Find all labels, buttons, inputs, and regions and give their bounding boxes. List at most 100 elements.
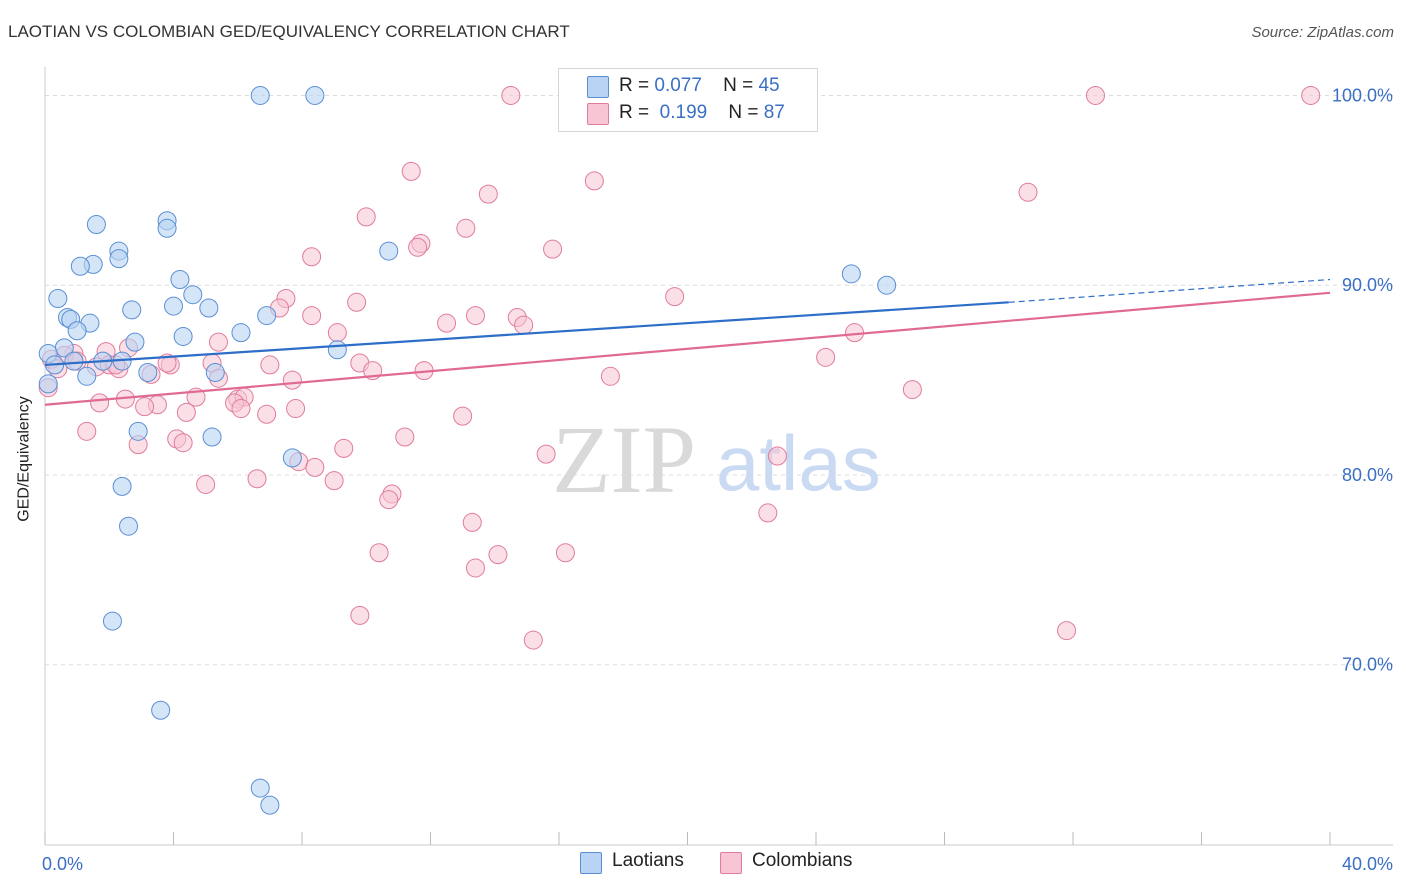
legend-r-label: R = xyxy=(619,75,650,96)
colombian-point xyxy=(543,239,563,259)
y-tick-label: 70.0% xyxy=(1342,655,1393,675)
colombians-points xyxy=(38,85,1321,650)
colombian-point xyxy=(334,438,354,458)
colombian-point xyxy=(1018,182,1038,202)
colombians-legend-label: Colombians xyxy=(752,850,853,871)
colombian-point xyxy=(584,171,604,191)
correlation-legend: R = 0.077 N = 45 R = 0.199 N = 87 xyxy=(558,68,818,132)
legend-n-value: 45 xyxy=(758,75,780,96)
legend-r-value: 0.199 xyxy=(659,102,708,123)
laotian-point xyxy=(202,427,222,447)
laotian-point xyxy=(379,241,399,261)
colombian-point xyxy=(456,218,476,238)
colombian-point xyxy=(536,444,556,464)
laotians-swatch xyxy=(587,76,609,98)
legend-r-label: R = xyxy=(619,102,650,123)
colombian-point xyxy=(665,287,685,307)
colombian-point xyxy=(90,393,110,413)
laotian-point xyxy=(38,374,58,394)
laotian-point xyxy=(125,332,145,352)
colombian-point xyxy=(356,207,376,227)
laotians-trend-line xyxy=(44,301,1009,367)
laotian-point xyxy=(199,298,219,318)
laotian-point xyxy=(305,85,325,105)
colombian-point xyxy=(401,161,421,181)
y-tick-label: 100.0% xyxy=(1332,85,1393,105)
colombian-point xyxy=(501,85,521,105)
colombian-point xyxy=(1085,85,1105,105)
colombian-point xyxy=(514,315,534,335)
colombian-point xyxy=(231,399,251,419)
colombian-point xyxy=(437,313,457,333)
colombian-point xyxy=(208,332,228,352)
x-tick-labels: 0.0% 40.0% xyxy=(42,854,1393,874)
laotian-point xyxy=(164,296,183,316)
colombian-point xyxy=(1057,621,1077,641)
trend-lines xyxy=(44,278,1331,406)
laotian-point xyxy=(48,289,68,309)
laotian-point xyxy=(128,421,148,441)
laotian-point xyxy=(250,778,270,798)
legend-n-label: N = xyxy=(723,75,754,96)
colombian-point xyxy=(1301,85,1321,105)
colombian-point xyxy=(196,474,216,494)
colombian-point xyxy=(176,402,196,422)
colombian-point xyxy=(453,406,473,426)
colombian-point xyxy=(816,347,836,367)
colombian-point xyxy=(488,545,508,565)
colombian-point xyxy=(379,490,399,510)
colombian-point xyxy=(350,605,370,625)
laotian-point xyxy=(64,351,84,371)
legend-n-value: 87 xyxy=(763,102,785,123)
colombian-point xyxy=(767,446,787,466)
laotian-point xyxy=(205,363,225,383)
laotian-point xyxy=(841,264,861,284)
laotian-point xyxy=(173,326,193,346)
colombian-point xyxy=(523,630,543,650)
laotian-point xyxy=(250,85,270,105)
laotian-point xyxy=(231,323,251,343)
laotian-point xyxy=(86,214,106,234)
laotian-point xyxy=(877,275,897,295)
colombian-point xyxy=(77,421,97,441)
colombian-point xyxy=(173,433,193,453)
colombian-point xyxy=(600,366,620,386)
colombian-point xyxy=(157,353,177,373)
laotian-point xyxy=(157,218,177,238)
colombian-point xyxy=(408,237,428,257)
colombian-point xyxy=(302,306,322,326)
laotian-point xyxy=(77,366,97,386)
laotian-point xyxy=(112,476,132,496)
colombians-swatch xyxy=(587,103,609,125)
colombian-point xyxy=(478,184,498,204)
colombian-point xyxy=(257,404,277,424)
laotian-point xyxy=(260,795,280,815)
legend-n-label: N = xyxy=(728,102,759,123)
laotian-point xyxy=(327,340,347,360)
laotian-point xyxy=(282,448,302,468)
laotian-point xyxy=(183,285,203,305)
laotians-legend-label: Laotians xyxy=(612,850,684,871)
laotian-point xyxy=(70,256,90,276)
x-tick-label: 40.0% xyxy=(1342,854,1393,874)
laotian-point xyxy=(122,300,142,320)
laotians-swatch xyxy=(580,852,602,874)
laotian-point xyxy=(109,249,129,269)
colombian-point xyxy=(347,292,367,312)
y-tick-label: 90.0% xyxy=(1342,275,1393,295)
colombian-point xyxy=(327,323,347,343)
watermark-zip: ZIP xyxy=(552,406,696,513)
colombian-point xyxy=(902,380,922,400)
axes xyxy=(44,67,1393,846)
colombian-point xyxy=(555,543,575,563)
colombian-point xyxy=(286,399,306,419)
colombian-point xyxy=(465,558,485,578)
colombian-point xyxy=(462,512,482,532)
colombian-point xyxy=(758,503,778,523)
laotian-point xyxy=(138,363,158,383)
y-tick-label: 80.0% xyxy=(1342,465,1393,485)
y-tick-labels: 70.0% 80.0% 90.0% 100.0% xyxy=(1332,85,1393,674)
watermark-atlas: atlas xyxy=(716,419,881,507)
colombian-point xyxy=(395,427,415,447)
